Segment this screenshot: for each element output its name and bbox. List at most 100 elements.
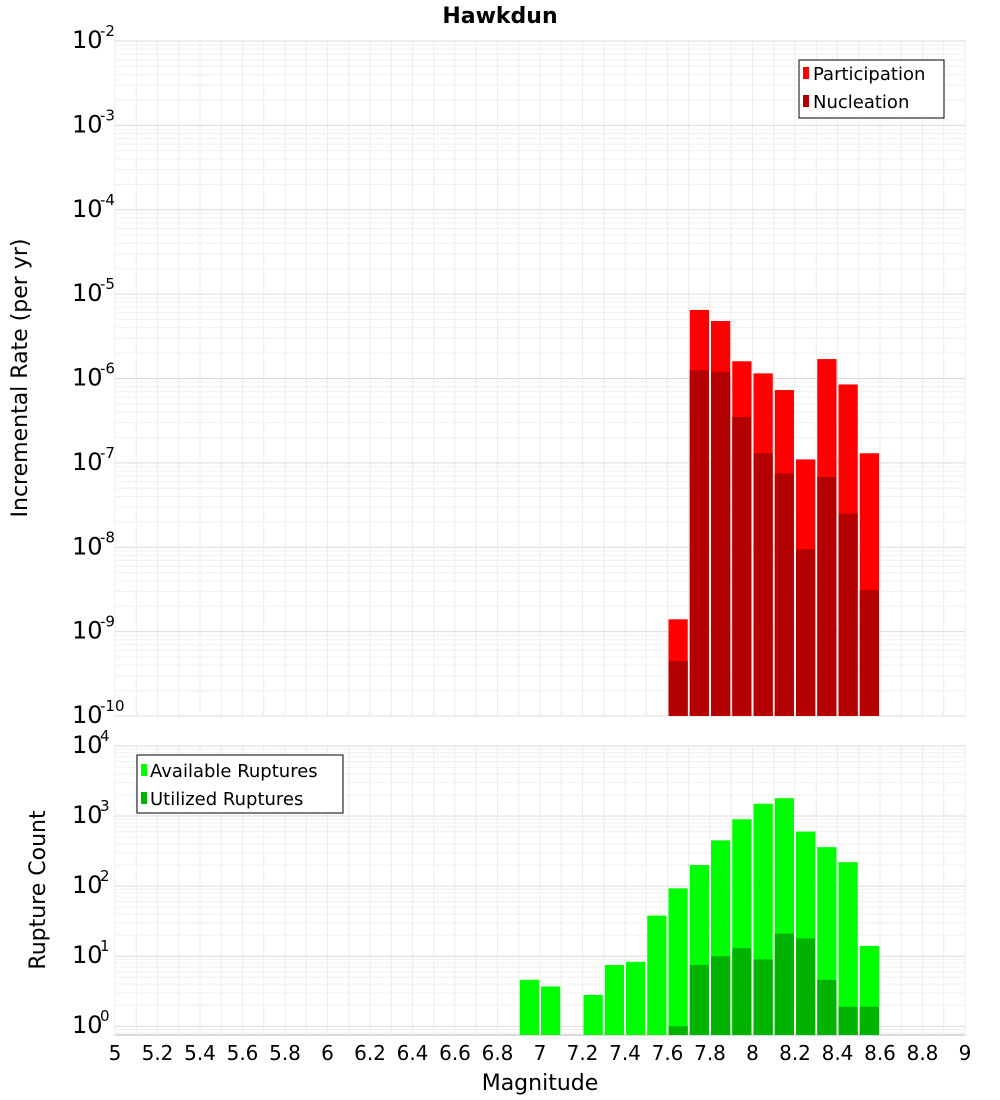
y-tick-label: 10 <box>72 279 103 307</box>
legend-label-participation: Participation <box>813 64 925 85</box>
y-tick-label: 10 <box>72 617 103 645</box>
x-tick-label: 5.6 <box>227 1041 259 1065</box>
bar-utilized-ruptures <box>817 979 837 1035</box>
bar-utilized-ruptures <box>774 933 794 1035</box>
x-tick-label: 6.4 <box>397 1041 429 1065</box>
y-tick-label: 10 <box>72 801 103 829</box>
x-tick-label: 8.4 <box>822 1041 854 1065</box>
bar-nucleation <box>711 371 731 716</box>
rate-legend-box <box>798 59 945 119</box>
y-tick-exponent: -5 <box>100 275 115 293</box>
y-tick-exponent: -7 <box>100 444 115 462</box>
y-tick-exponent: 3 <box>100 797 110 815</box>
x-tick-label: 7 <box>534 1041 547 1065</box>
legend-swatch-nucleation <box>803 95 809 107</box>
x-tick-label: 5.4 <box>184 1041 216 1065</box>
bar-available-ruptures <box>647 915 667 1035</box>
bar-utilized-ruptures <box>753 959 773 1035</box>
y-tick-exponent: 0 <box>100 1007 110 1025</box>
x-tick-label: 8 <box>746 1041 759 1065</box>
y-tick-label: 10 <box>72 364 103 392</box>
bar-nucleation <box>838 513 858 716</box>
count-y-axis-label: Rupture Count <box>26 810 51 970</box>
bar-nucleation <box>859 590 879 716</box>
y-tick-exponent: -6 <box>100 360 115 378</box>
x-tick-label: 8.8 <box>907 1041 939 1065</box>
y-tick-exponent: 4 <box>100 727 110 745</box>
y-tick-exponent: -3 <box>100 106 115 124</box>
bar-nucleation <box>753 453 773 716</box>
bar-utilized-ruptures <box>796 938 816 1035</box>
x-tick-label: 6 <box>321 1041 334 1065</box>
bar-nucleation <box>796 549 816 716</box>
y-tick-exponent: 2 <box>100 867 110 885</box>
y-tick-label: 10 <box>72 731 103 759</box>
y-tick-exponent: -4 <box>100 191 115 209</box>
x-tick-label: 5.2 <box>142 1041 174 1065</box>
rate-legend: Participation Nucleation <box>798 59 945 119</box>
bar-utilized-ruptures <box>689 964 709 1035</box>
bar-available-ruptures <box>838 862 858 1035</box>
x-tick-label: 7.8 <box>694 1041 726 1065</box>
y-tick-exponent: -9 <box>100 613 115 631</box>
legend-label-nucleation: Nucleation <box>813 92 909 113</box>
rate-y-axis-label: Incremental Rate (per yr) <box>8 239 33 518</box>
y-tick-label: 10 <box>72 701 103 729</box>
bar-utilized-ruptures <box>732 948 752 1035</box>
y-tick-exponent: -10 <box>100 697 125 715</box>
bar-available-ruptures <box>583 994 603 1035</box>
bar-utilized-ruptures <box>838 1006 858 1035</box>
count-legend-box <box>136 754 344 814</box>
x-tick-label: 7.2 <box>567 1041 599 1065</box>
y-tick-exponent: -8 <box>100 528 115 546</box>
x-tick-label: 6.2 <box>354 1041 386 1065</box>
bar-available-ruptures <box>519 979 539 1035</box>
bar-utilized-ruptures <box>668 1026 688 1035</box>
y-tick-label: 10 <box>72 941 103 969</box>
x-tick-label: 6.6 <box>439 1041 471 1065</box>
x-tick-label: 5 <box>109 1041 122 1065</box>
y-tick-label: 10 <box>72 871 103 899</box>
x-tick-label: 7.6 <box>652 1041 684 1065</box>
y-tick-label: 10 <box>72 195 103 223</box>
count-bars <box>519 798 879 1035</box>
legend-label-available: Available Ruptures <box>150 761 318 782</box>
chart-title: Hawkdun <box>442 4 557 29</box>
rate-grid <box>114 40 966 717</box>
y-tick-exponent: 1 <box>100 937 110 955</box>
y-tick-exponent: -2 <box>100 22 115 40</box>
x-tick-labels: 5 5.2 5.4 5.6 5.8 6 6.2 6.4 6.6 6.8 7 7.2 7.4 7.6 7.8 8… <box>109 1041 972 1065</box>
y-tick-label: 10 <box>72 26 103 54</box>
x-tick-label: 8.6 <box>864 1041 896 1065</box>
bar-nucleation <box>774 473 794 716</box>
legend-swatch-available <box>141 764 147 776</box>
legend-swatch-participation <box>803 67 809 79</box>
x-tick-label: 8.2 <box>779 1041 811 1065</box>
legend-swatch-utilized <box>141 792 147 804</box>
bar-available-ruptures <box>626 961 646 1035</box>
x-tick-label: 7.4 <box>609 1041 641 1065</box>
x-tick-label: 6.8 <box>482 1041 514 1065</box>
bar-utilized-ruptures <box>711 956 731 1035</box>
y-tick-label: 10 <box>72 1011 103 1039</box>
count-legend: Available Ruptures Utilized Ruptures <box>136 754 344 814</box>
x-axis-label: Magnitude <box>482 1071 599 1096</box>
bar-nucleation <box>732 416 752 716</box>
x-tick-label: 5.8 <box>269 1041 301 1065</box>
y-tick-label: 10 <box>72 532 103 560</box>
legend-label-utilized: Utilized Ruptures <box>150 789 303 810</box>
bar-available-ruptures <box>604 964 624 1035</box>
bar-nucleation <box>668 660 688 716</box>
x-tick-label: 9 <box>959 1041 972 1065</box>
bar-nucleation <box>689 370 709 716</box>
y-tick-label: 10 <box>72 448 103 476</box>
rate-bars <box>668 309 879 716</box>
bar-utilized-ruptures <box>859 1006 879 1035</box>
bar-available-ruptures <box>668 888 688 1035</box>
bar-nucleation <box>817 477 837 716</box>
y-tick-label: 10 <box>72 110 103 138</box>
